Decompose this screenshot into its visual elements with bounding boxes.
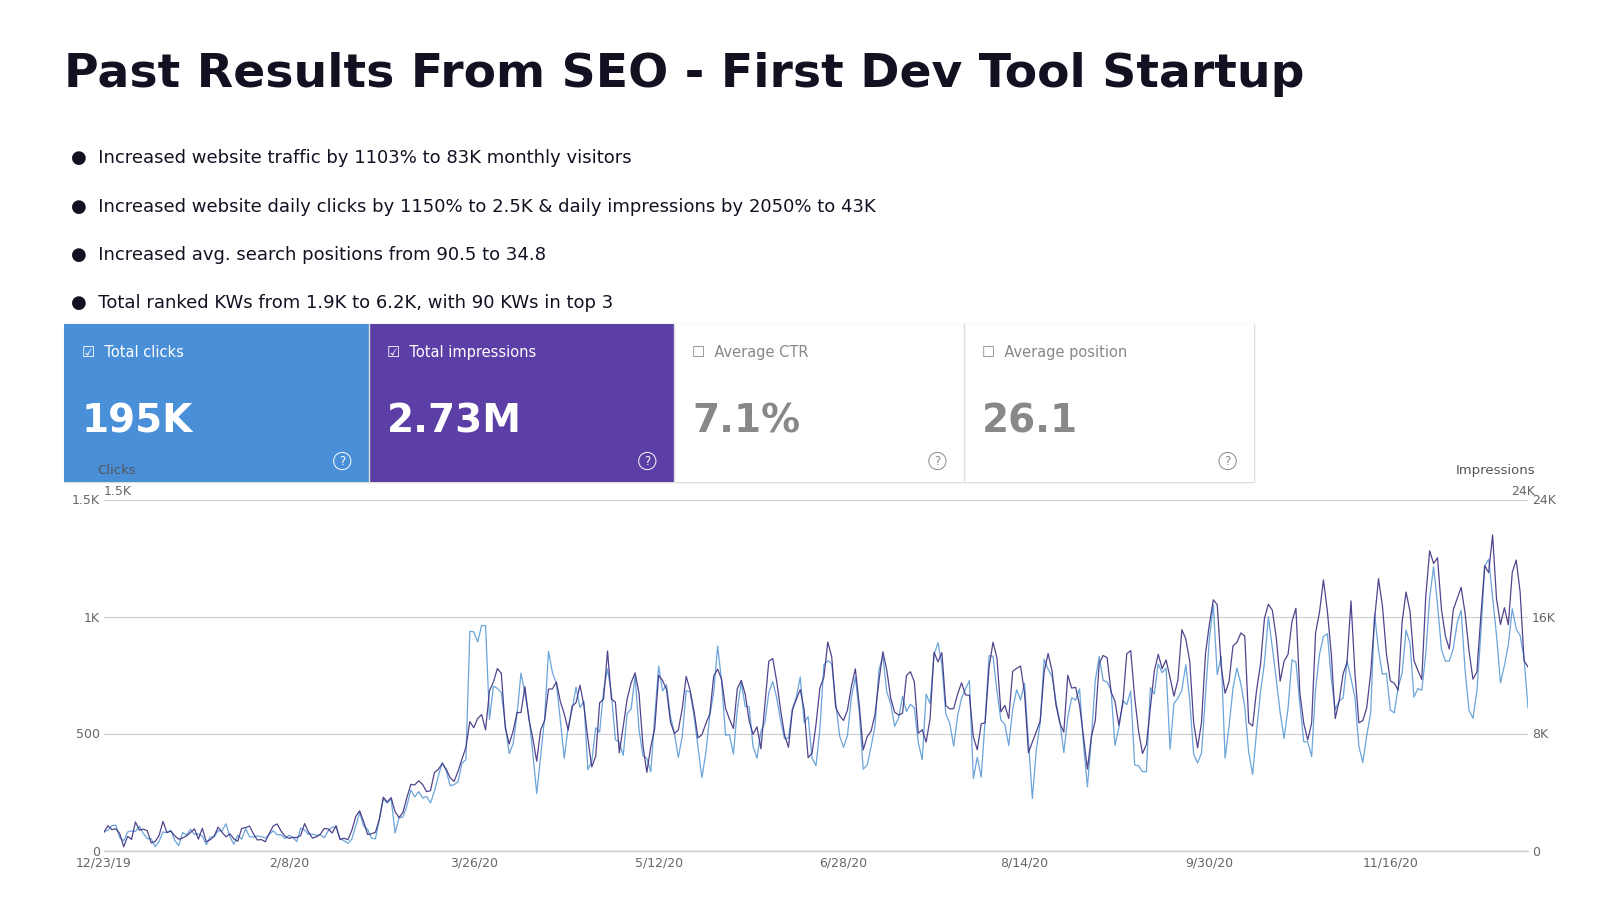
Text: Past Results From SEO - First Dev Tool Startup: Past Results From SEO - First Dev Tool S…	[64, 52, 1304, 97]
Text: ☑  Total impressions: ☑ Total impressions	[387, 345, 536, 360]
Text: ?: ?	[934, 454, 941, 467]
Bar	[64, 324, 1254, 482]
Text: ?: ?	[645, 454, 651, 467]
Text: 26.1: 26.1	[982, 402, 1078, 441]
Text: 2.73M: 2.73M	[387, 402, 522, 441]
Bar	[674, 324, 965, 482]
Text: ?: ?	[1224, 454, 1230, 467]
Text: 24K: 24K	[1512, 485, 1534, 499]
Text: 1.5K: 1.5K	[104, 485, 131, 499]
Text: 7.1%: 7.1%	[691, 402, 800, 441]
Text: ●  Increased website traffic by 1103% to 83K monthly visitors: ● Increased website traffic by 1103% to …	[72, 149, 632, 167]
Text: Impressions: Impressions	[1456, 464, 1534, 477]
Bar	[370, 324, 674, 482]
Text: ●  Increased avg. search positions from 90.5 to 34.8: ● Increased avg. search positions from 9…	[72, 246, 547, 264]
Bar	[64, 324, 370, 482]
Text: ☐  Average position: ☐ Average position	[982, 345, 1128, 360]
Text: Clicks: Clicks	[98, 464, 136, 477]
Text: ☑  Total clicks: ☑ Total clicks	[82, 345, 184, 360]
Bar	[965, 324, 1254, 482]
Text: ☐  Average CTR: ☐ Average CTR	[691, 345, 808, 360]
Text: ●  Increased website daily clicks by 1150% to 2.5K & daily impressions by 2050% : ● Increased website daily clicks by 1150…	[72, 197, 877, 215]
Text: ●  Total ranked KWs from 1.9K to 6.2K, with 90 KWs in top 3: ● Total ranked KWs from 1.9K to 6.2K, wi…	[72, 294, 614, 312]
Text: ?: ?	[339, 454, 346, 467]
Text: 195K: 195K	[82, 402, 194, 441]
